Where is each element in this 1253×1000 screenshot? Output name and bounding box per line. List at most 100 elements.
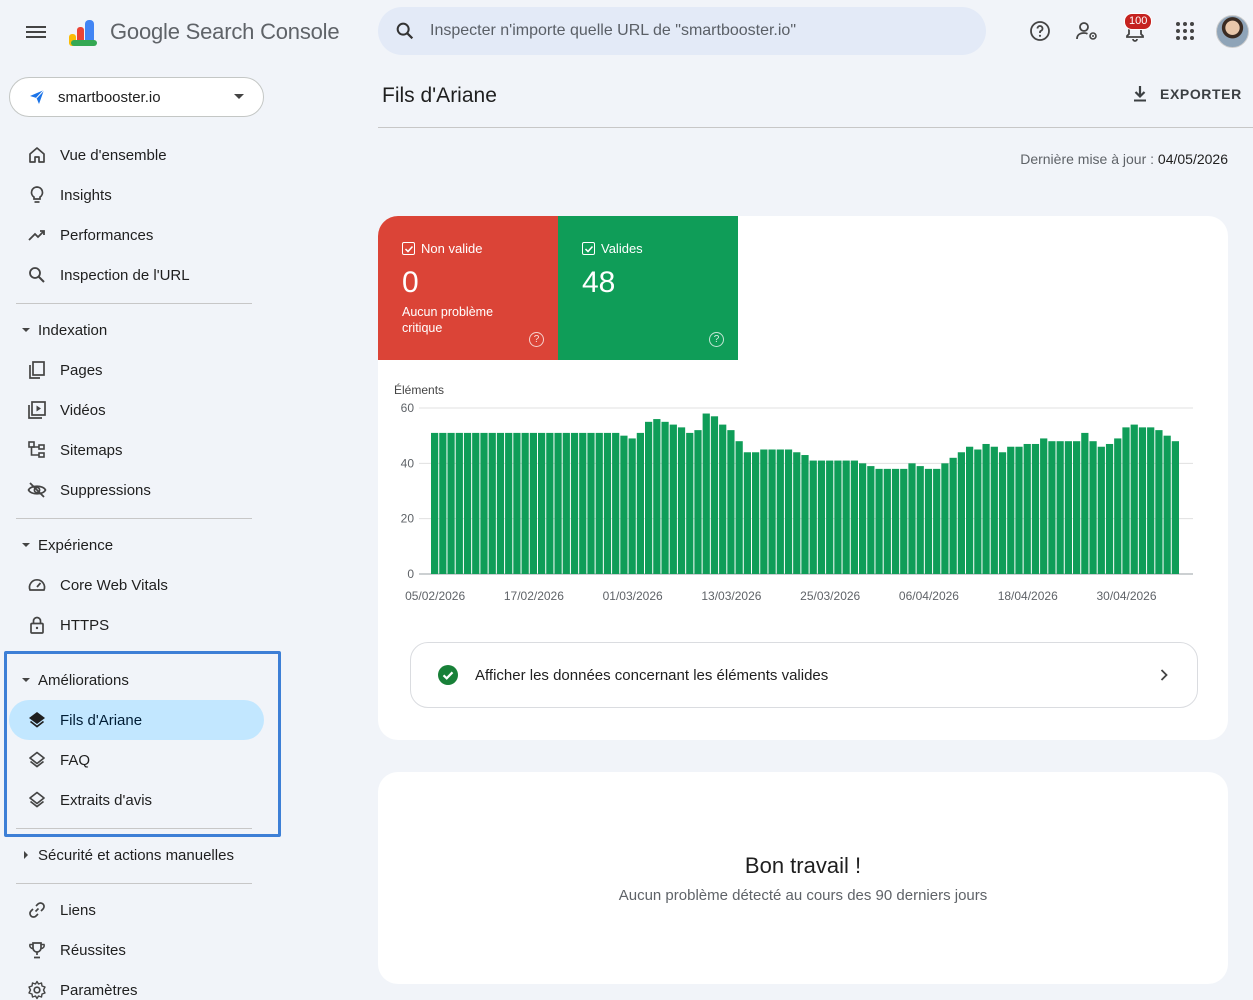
chart-bar[interactable] xyxy=(982,443,990,574)
chart-bar[interactable] xyxy=(603,432,612,574)
chart-bar[interactable] xyxy=(735,441,743,574)
chart-bar[interactable] xyxy=(793,452,801,574)
chart-bar[interactable] xyxy=(505,432,513,574)
chart-bar[interactable] xyxy=(809,460,817,574)
chart-bar[interactable] xyxy=(784,449,793,575)
chart-bar[interactable] xyxy=(891,468,900,574)
chart-bar[interactable] xyxy=(949,457,957,574)
chart-bar[interactable] xyxy=(480,432,488,574)
sidebar-item-breadcrumbs[interactable]: Fils d'Ariane xyxy=(9,700,264,740)
sidebar-section-ameliorations[interactable]: Améliorations xyxy=(20,665,129,695)
chart-bar[interactable] xyxy=(974,449,982,575)
account-avatar[interactable] xyxy=(1216,15,1249,48)
chart-bar[interactable] xyxy=(439,432,447,574)
sidebar-item-url-inspection[interactable]: Inspection de l'URL xyxy=(9,255,264,295)
chart-bar[interactable] xyxy=(694,430,702,574)
chart-bar[interactable] xyxy=(727,430,735,574)
chart-bar[interactable] xyxy=(1023,443,1031,574)
export-button[interactable]: EXPORTER xyxy=(1130,84,1242,104)
chart-bar[interactable] xyxy=(677,427,686,574)
chart-bar[interactable] xyxy=(719,424,727,574)
chart-bar[interactable] xyxy=(1007,446,1015,574)
chart-bar[interactable] xyxy=(883,468,891,574)
chart-bar[interactable] xyxy=(752,452,760,574)
chart-bar[interactable] xyxy=(990,446,998,574)
chart-bar[interactable] xyxy=(1114,438,1122,574)
chart-bar[interactable] xyxy=(1048,441,1056,574)
chart-bar[interactable] xyxy=(455,432,463,574)
checkbox-checked-icon[interactable] xyxy=(582,242,595,255)
sidebar-section-security[interactable]: Sécurité et actions manuelles xyxy=(20,840,234,870)
tile-valid[interactable]: Valides 48 ? xyxy=(558,216,738,360)
chart-bar[interactable] xyxy=(488,432,496,574)
chart-bar[interactable] xyxy=(431,432,439,574)
sidebar-item-core-web-vitals[interactable]: Core Web Vitals xyxy=(9,565,264,605)
chart-bar[interactable] xyxy=(579,432,587,574)
sidebar-item-faq[interactable]: FAQ xyxy=(9,740,264,780)
chart-bar[interactable] xyxy=(908,463,916,574)
chart-bar[interactable] xyxy=(1130,424,1138,574)
property-selector[interactable]: smartbooster.io xyxy=(9,77,264,117)
chart-bar[interactable] xyxy=(1163,435,1171,574)
chart-bar[interactable] xyxy=(859,463,867,574)
chart-bar[interactable] xyxy=(636,432,644,574)
chart-bar[interactable] xyxy=(1064,441,1072,574)
sidebar-item-achievements[interactable]: Réussites xyxy=(9,930,264,970)
chart-bar[interactable] xyxy=(1138,427,1147,574)
chart-bar[interactable] xyxy=(941,463,949,574)
chart-bar[interactable] xyxy=(472,432,480,574)
chart-bar[interactable] xyxy=(842,460,850,574)
chart-bar[interactable] xyxy=(834,460,842,574)
chart-bar[interactable] xyxy=(587,432,595,574)
sidebar-item-settings[interactable]: Paramètres xyxy=(9,970,264,1000)
chart-bar[interactable] xyxy=(924,468,933,574)
url-inspection-search[interactable] xyxy=(378,7,986,55)
chart-bar[interactable] xyxy=(521,432,529,574)
chart-bar[interactable] xyxy=(916,466,924,574)
chart-bar[interactable] xyxy=(513,432,521,574)
chart-bar[interactable] xyxy=(669,424,677,574)
sidebar-section-experience[interactable]: Expérience xyxy=(20,530,113,560)
chart-bar[interactable] xyxy=(538,432,546,574)
chart-bar[interactable] xyxy=(760,449,768,575)
chart-bar[interactable] xyxy=(702,413,710,574)
chart-bar[interactable] xyxy=(801,455,809,574)
chart-bar[interactable] xyxy=(957,452,965,574)
chart-bar[interactable] xyxy=(554,432,562,574)
sidebar-item-sitemaps[interactable]: Sitemaps xyxy=(9,430,264,470)
chart-bar[interactable] xyxy=(900,468,908,574)
app-logo[interactable]: Google Search Console xyxy=(66,14,340,50)
chart-bar[interactable] xyxy=(817,460,826,574)
help-icon[interactable] xyxy=(1025,16,1055,46)
apps-icon[interactable] xyxy=(1170,16,1200,46)
chart-bar[interactable] xyxy=(743,452,751,574)
chart-bar[interactable] xyxy=(933,468,941,574)
chart-bar[interactable] xyxy=(1105,443,1114,574)
chart-bar[interactable] xyxy=(463,432,472,574)
chart-bar[interactable] xyxy=(595,432,603,574)
chart-bar[interactable] xyxy=(768,449,776,575)
chart-bar[interactable] xyxy=(496,432,505,574)
sidebar-item-insights[interactable]: Insights xyxy=(9,175,264,215)
help-icon[interactable]: ? xyxy=(709,332,724,347)
chart-bar[interactable] xyxy=(850,460,858,574)
chart-bar[interactable] xyxy=(1031,443,1040,574)
chart-bar[interactable] xyxy=(966,446,974,574)
chart-bar[interactable] xyxy=(776,449,784,575)
chart-bar[interactable] xyxy=(710,416,719,574)
chart-bar[interactable] xyxy=(826,460,834,574)
chart-bar[interactable] xyxy=(562,432,570,574)
chart-bar[interactable] xyxy=(867,466,875,574)
sidebar-item-review-snippets[interactable]: Extraits d'avis xyxy=(9,780,264,820)
chart-bar[interactable] xyxy=(875,468,883,574)
tile-invalid[interactable]: Non valide 0 Aucun problème critique ? xyxy=(378,216,558,360)
chart-bar[interactable] xyxy=(1015,446,1023,574)
chart-bar[interactable] xyxy=(1147,427,1155,574)
sidebar-item-links[interactable]: Liens xyxy=(9,890,264,930)
chart-bar[interactable] xyxy=(612,432,620,574)
chart-bar[interactable] xyxy=(645,421,653,574)
chart-bar[interactable] xyxy=(1056,441,1064,574)
chart-bar[interactable] xyxy=(529,432,537,574)
chart-bar[interactable] xyxy=(1097,446,1105,574)
chart-bar[interactable] xyxy=(1171,441,1179,574)
